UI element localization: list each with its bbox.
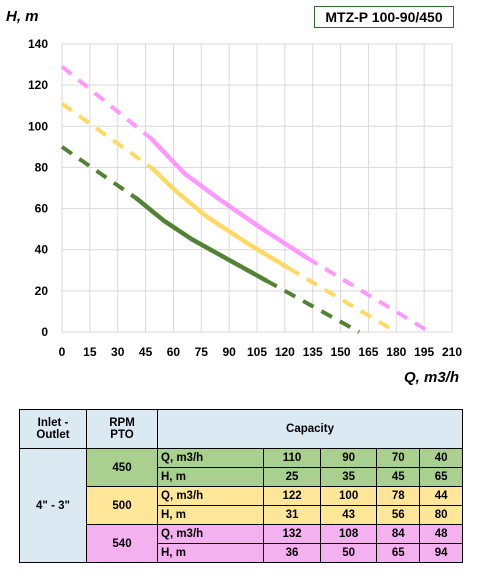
q-label: Q, m3/h (156, 524, 265, 544)
x-tick-label: 150 (331, 345, 351, 359)
q-value: 70 (376, 448, 421, 468)
h-value: 31 (263, 505, 321, 525)
h-label: H, m (156, 505, 265, 525)
rpm-value: 540 (86, 524, 158, 563)
capacity-header: Capacity (157, 409, 463, 449)
h-value: 80 (419, 505, 463, 525)
y-tick-label: 40 (35, 243, 49, 257)
y-axis-label: H, m (6, 8, 39, 25)
rpm-value: 450 (86, 448, 158, 487)
x-tick-label: 105 (247, 345, 267, 359)
series-line-dashed-start (60, 65, 153, 141)
y-tick-label: 20 (35, 284, 49, 298)
table-row: H, m 31 43 56 80 (20, 505, 463, 525)
x-tick-label: 195 (414, 345, 434, 359)
series-line-dashed-end (265, 278, 361, 334)
table-row: H, m 36 50 65 94 (20, 543, 463, 563)
series-line-solid (148, 136, 310, 261)
series-line-solid (148, 165, 291, 271)
table-row: 540 Q, m3/h 132 108 84 48 (20, 524, 463, 563)
model-badge: MTZ-P 100-90/450 (314, 6, 454, 28)
y-tick-label: 60 (35, 202, 49, 216)
rpm-pto-header: RPM PTO (86, 409, 158, 449)
table-row: 500 Q, m3/h 122 100 78 44 (20, 486, 463, 525)
q-value: 78 (376, 486, 421, 506)
h-value: 50 (319, 543, 378, 563)
q-label: Q, m3/h (156, 448, 265, 468)
q-value: 110 (263, 448, 321, 468)
x-tick-label: 135 (303, 345, 323, 359)
q-value: 84 (376, 524, 421, 544)
q-label: Q, m3/h (156, 486, 265, 506)
series-line-dashed-end (306, 256, 431, 334)
y-tick-label: 100 (28, 119, 48, 133)
h-value: 43 (319, 505, 378, 525)
h-value: 35 (319, 467, 378, 487)
q-value: 90 (319, 448, 378, 468)
y-tick-label: 80 (35, 160, 49, 174)
h-value: 36 (263, 543, 321, 563)
table-header-row: Inlet - Outlet RPM PTO Capacity (19, 409, 463, 449)
table-row: 4" - 3" 450 Q, m3/h 110 90 70 40 (19, 448, 463, 563)
q-value: 122 (263, 486, 321, 506)
x-tick-label: 0 (59, 345, 66, 359)
y-tick-label: 120 (28, 78, 48, 92)
inlet-outlet-header: Inlet - Outlet (19, 409, 87, 449)
x-tick-label: 60 (167, 345, 181, 359)
x-tick-label: 165 (358, 345, 378, 359)
x-tick-label: 45 (139, 345, 153, 359)
x-tick-label: 210 (442, 345, 462, 359)
h-value: 94 (419, 543, 463, 563)
rpm-value: 500 (86, 486, 158, 525)
q-value: 132 (263, 524, 321, 544)
h-value: 45 (376, 467, 421, 487)
pump-curve-chart: 0 20 40 60 80 100 120 140 0 15 30 45 60 75 90 105 120 135… (6, 8, 462, 386)
h-value: 65 (376, 543, 421, 563)
series-line-dashed-start (60, 102, 153, 170)
h-label: H, m (156, 467, 265, 487)
series-line-solid (134, 196, 269, 283)
h-value: 56 (376, 505, 421, 525)
y-tick-label: 140 (28, 37, 48, 51)
h-label: H, m (156, 543, 265, 563)
q-value: 44 (419, 486, 463, 506)
q-value: 40 (419, 448, 463, 468)
h-value: 25 (263, 467, 321, 487)
series-line-dashed-start (60, 145, 138, 200)
x-tick-label: 15 (83, 345, 97, 359)
capacity-table: Inlet - Outlet RPM PTO Capacity 4" - 3" 450 Q, … (19, 409, 463, 563)
x-tick-label: 180 (386, 345, 406, 359)
inlet-outlet-value: 4" - 3" (19, 448, 87, 563)
q-value: 108 (319, 524, 378, 544)
y-tick-label: 0 (41, 325, 48, 339)
x-tick-label: 120 (275, 345, 295, 359)
q-value: 100 (319, 486, 378, 506)
x-tick-label: 90 (222, 345, 236, 359)
q-value: 48 (419, 524, 463, 544)
x-axis-label: Q, m3/h (404, 369, 459, 386)
x-tick-label: 75 (195, 345, 209, 359)
x-tick-label: 30 (111, 345, 125, 359)
table-row: H, m 25 35 45 65 (20, 467, 463, 487)
h-value: 65 (419, 467, 463, 487)
